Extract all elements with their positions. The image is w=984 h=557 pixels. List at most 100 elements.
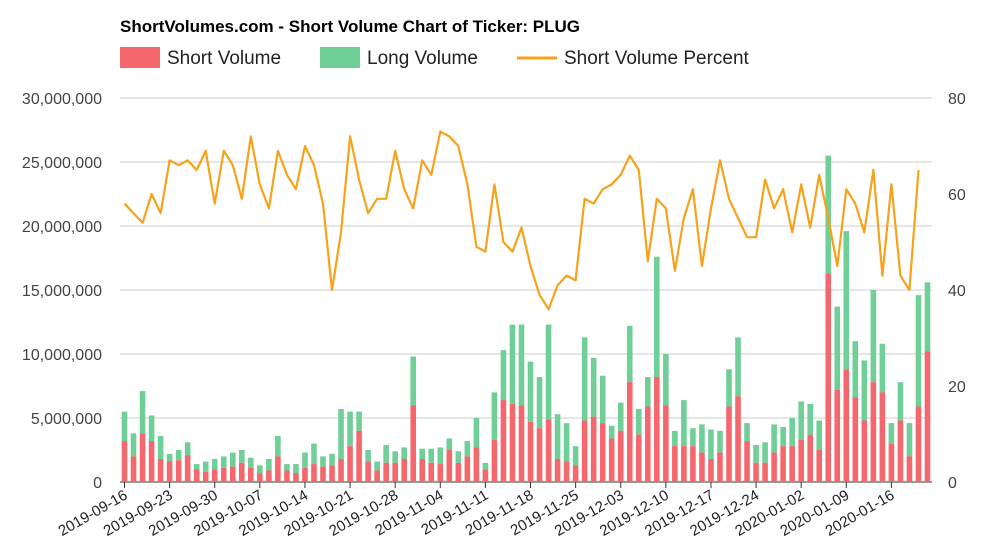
long-volume-bar: [717, 430, 723, 453]
long-volume-bar: [672, 430, 678, 447]
volume-bars: [121, 155, 931, 482]
percent-line: [123, 130, 920, 311]
short-volume-bar: [320, 466, 326, 482]
short-volume-bar: [536, 428, 543, 482]
short-volume-bar: [581, 420, 588, 482]
short-volume-bar: [888, 443, 895, 482]
short-volume-bar: [762, 462, 768, 482]
short-volume-bar: [599, 423, 606, 482]
long-volume-bar: [879, 343, 886, 393]
long-volume-bar: [383, 444, 389, 463]
long-volume-bar: [915, 295, 922, 407]
short-volume-bar: [401, 458, 407, 482]
short-volume-bar: [645, 406, 651, 482]
long-volume-bar: [338, 409, 344, 459]
short-volume-bar: [139, 433, 146, 482]
short-volume-bar: [879, 392, 886, 482]
right-tick-label: 60: [948, 187, 966, 204]
long-volume-bar: [590, 357, 597, 417]
long-volume-bar: [148, 415, 155, 442]
short-volume-bar: [437, 464, 444, 482]
long-volume-bar: [771, 424, 777, 453]
long-volume-bar: [572, 446, 579, 466]
short-volume-bar: [184, 455, 191, 482]
short-volume-bar: [654, 377, 660, 482]
short-volume-bar: [220, 467, 227, 482]
long-volume-bar: [807, 403, 813, 435]
long-volume-bar: [401, 447, 407, 459]
legend: Short Volume Long Volume Short Volume Pe…: [120, 47, 750, 69]
long-volume-bar: [365, 450, 371, 462]
long-volume-bar: [870, 290, 877, 383]
short-volume-bar: [518, 405, 525, 482]
long-volume-bar: [518, 324, 525, 406]
long-volume-bar: [663, 354, 669, 406]
short-volume-bar: [311, 464, 317, 482]
short-volume-bar: [708, 458, 714, 482]
short-volume-bar: [248, 467, 254, 482]
left-tick-label: 25,000,000: [22, 155, 102, 172]
long-volume-bar: [347, 411, 353, 447]
long-volume-bar: [248, 457, 254, 468]
short-volume-bar: [482, 469, 489, 482]
short-volume-bar: [699, 452, 705, 482]
short-volume-bar: [419, 458, 426, 482]
short-volume-bar: [455, 462, 462, 482]
short-volume-bar: [157, 458, 164, 482]
long-volume-bar: [202, 461, 209, 472]
short-volume-bar: [464, 456, 471, 482]
short-volume-bar: [554, 458, 561, 482]
long-volume-bar: [789, 418, 795, 447]
long-volume-bar: [266, 458, 272, 471]
short-volume-bar: [500, 400, 507, 482]
long-volume-bar: [428, 448, 435, 463]
short-volume-bar: [365, 461, 371, 482]
long-volume-bar: [130, 433, 137, 457]
long-volume-bar: [175, 450, 182, 461]
right-tick-label: 20: [948, 379, 966, 396]
legend-label-long: Long Volume: [367, 48, 478, 69]
long-volume-bar: [157, 435, 164, 459]
long-volume-bar: [473, 418, 480, 448]
long-volume-bar: [410, 356, 417, 406]
legend-swatch-short: [120, 47, 160, 68]
short-volume-bar: [347, 446, 353, 482]
short-volume-bar: [906, 456, 913, 482]
right-tick-label: 80: [948, 91, 966, 108]
short-volume-bar: [266, 470, 272, 482]
long-volume-bar: [599, 375, 606, 424]
long-volume-bar: [302, 452, 308, 468]
long-volume-bar: [563, 423, 570, 462]
short-volume-bar: [735, 396, 741, 482]
left-tick-label: 0: [93, 475, 102, 492]
short-volume-bar: [635, 434, 642, 482]
long-volume-bar: [446, 438, 453, 450]
long-volume-bar: [320, 456, 326, 467]
long-volume-bar: [906, 423, 913, 457]
long-volume-bar: [924, 282, 931, 352]
long-volume-bar: [455, 451, 462, 463]
long-volume-bar: [708, 429, 714, 459]
long-volume-bar: [257, 465, 263, 474]
long-volume-bar: [500, 350, 507, 401]
legend-label-percent: Short Volume Percent: [564, 48, 750, 69]
long-volume-bar: [888, 423, 895, 444]
short-volume-bar: [193, 469, 200, 482]
short-volume-bar: [383, 462, 389, 482]
short-volume-bar: [491, 439, 498, 482]
long-volume-bar: [284, 464, 290, 471]
short-volume-bar: [807, 434, 813, 482]
short-volume-bar: [473, 447, 480, 482]
short-volume-bar: [293, 473, 299, 482]
long-volume-bar: [762, 442, 768, 463]
short-volume-bar: [798, 439, 804, 482]
long-volume-bar: [239, 450, 245, 463]
short-volume-bar: [626, 382, 633, 482]
short-volume-bar: [446, 450, 453, 482]
short-volume-bar: [843, 369, 850, 482]
left-tick-label: 30,000,000: [22, 91, 102, 108]
short-volume-bar: [148, 441, 155, 482]
long-volume-bar: [798, 401, 804, 440]
long-volume-bar: [437, 447, 444, 465]
